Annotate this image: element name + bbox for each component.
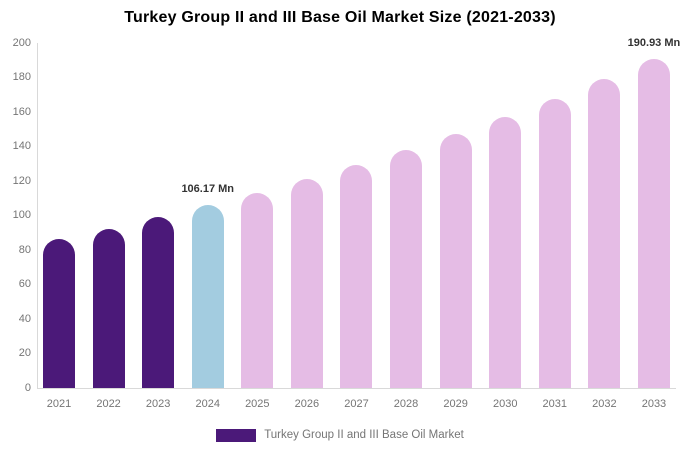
bar-annotation-2033: 190.93 Mn bbox=[627, 36, 680, 49]
bar-2030 bbox=[489, 117, 522, 388]
x-tick-label-2024: 2024 bbox=[195, 398, 220, 410]
legend: Turkey Group II and III Base Oil Market bbox=[0, 428, 680, 442]
y-tick-label-40: 40 bbox=[18, 312, 31, 325]
x-tick-label-2028: 2028 bbox=[393, 398, 419, 410]
y-axis-line bbox=[37, 43, 38, 388]
x-tick-label-2030: 2030 bbox=[492, 398, 518, 410]
bar-2021 bbox=[43, 238, 75, 388]
y-tick-label-200: 200 bbox=[12, 36, 31, 49]
y-tick-label-100: 100 bbox=[12, 209, 31, 221]
x-tick-label-2021: 2021 bbox=[46, 398, 72, 410]
y-tick-label-80: 80 bbox=[18, 243, 31, 256]
y-tick-label-140: 140 bbox=[12, 140, 31, 152]
x-tick-label-2025: 2025 bbox=[245, 398, 270, 410]
chart-title: Turkey Group II and III Base Oil Market … bbox=[124, 9, 556, 26]
bar-2028 bbox=[390, 150, 423, 388]
y-tick-label-120: 120 bbox=[12, 174, 31, 187]
y-tick-label-160: 160 bbox=[12, 105, 31, 118]
x-tick-label-2029: 2029 bbox=[443, 398, 468, 410]
bar-2033 bbox=[637, 58, 670, 388]
bar-2023 bbox=[142, 217, 175, 388]
x-tick-label-2031: 2031 bbox=[542, 398, 568, 410]
bar-2032 bbox=[588, 79, 621, 388]
x-tick-label-2023: 2023 bbox=[145, 398, 171, 410]
x-tick-label-2027: 2027 bbox=[344, 398, 369, 410]
bar-2031 bbox=[538, 98, 571, 388]
y-tick-label-20: 20 bbox=[18, 347, 31, 359]
y-tick-label-60: 60 bbox=[18, 278, 31, 290]
bar-2024 bbox=[191, 204, 224, 388]
x-tick-label-2033: 2033 bbox=[641, 398, 667, 410]
x-tick-label-2026: 2026 bbox=[294, 398, 320, 410]
bar-2027 bbox=[340, 165, 373, 388]
bar-2025 bbox=[241, 192, 274, 388]
bar-annotation-2024: 106.17 Mn bbox=[181, 182, 235, 195]
y-tick-label-180: 180 bbox=[12, 71, 31, 83]
y-tick-label-0: 0 bbox=[24, 381, 31, 394]
legend-label: Turkey Group II and III Base Oil Market bbox=[264, 429, 464, 441]
x-axis-line bbox=[37, 388, 676, 389]
bar-2029 bbox=[439, 134, 472, 388]
bar-2022 bbox=[92, 228, 125, 388]
x-tick-label-2032: 2032 bbox=[592, 398, 617, 410]
bar-2026 bbox=[290, 179, 323, 388]
legend-swatch bbox=[216, 428, 257, 442]
x-tick-label-2022: 2022 bbox=[96, 398, 121, 410]
